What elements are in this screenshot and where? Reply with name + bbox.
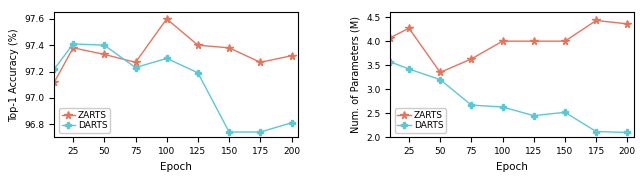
X-axis label: Epoch: Epoch — [496, 162, 528, 172]
DARTS — [69, 43, 77, 45]
ZARTS — [163, 18, 171, 20]
DARTS — [132, 67, 140, 69]
DARTS — [436, 78, 444, 81]
DARTS — [163, 57, 171, 59]
ZARTS — [69, 47, 77, 49]
Y-axis label: Num. of Parameters (M): Num. of Parameters (M) — [351, 16, 360, 133]
ZARTS — [499, 40, 506, 42]
DARTS — [592, 130, 600, 133]
ZARTS — [467, 58, 475, 60]
ZARTS — [592, 19, 600, 21]
X-axis label: Epoch: Epoch — [160, 162, 192, 172]
ZARTS — [257, 61, 264, 63]
Line: ZARTS: ZARTS — [51, 15, 295, 86]
Legend: ZARTS, DARTS: ZARTS, DARTS — [395, 108, 446, 133]
ZARTS — [387, 37, 394, 39]
Y-axis label: Top-1 Accuracy (%): Top-1 Accuracy (%) — [9, 28, 19, 122]
DARTS — [499, 106, 506, 108]
ZARTS — [132, 61, 140, 63]
ZARTS — [436, 71, 444, 73]
ZARTS — [51, 81, 58, 83]
DARTS — [225, 131, 233, 133]
DARTS — [530, 115, 538, 117]
ZARTS — [225, 47, 233, 49]
ZARTS — [530, 40, 538, 42]
DARTS — [405, 68, 413, 70]
DARTS — [467, 104, 475, 106]
DARTS — [561, 111, 569, 113]
ZARTS — [405, 27, 413, 29]
Legend: ZARTS, DARTS: ZARTS, DARTS — [59, 108, 110, 133]
DARTS — [288, 122, 296, 124]
Line: ZARTS: ZARTS — [387, 17, 631, 76]
DARTS — [387, 61, 394, 63]
DARTS — [51, 68, 58, 70]
DARTS — [623, 131, 631, 134]
ZARTS — [561, 40, 569, 42]
ZARTS — [194, 44, 202, 46]
Line: DARTS: DARTS — [387, 59, 630, 135]
DARTS — [194, 72, 202, 74]
Line: DARTS: DARTS — [52, 41, 294, 135]
ZARTS — [623, 23, 631, 25]
ZARTS — [100, 53, 108, 55]
ZARTS — [288, 55, 296, 57]
DARTS — [257, 131, 264, 133]
DARTS — [100, 44, 108, 46]
